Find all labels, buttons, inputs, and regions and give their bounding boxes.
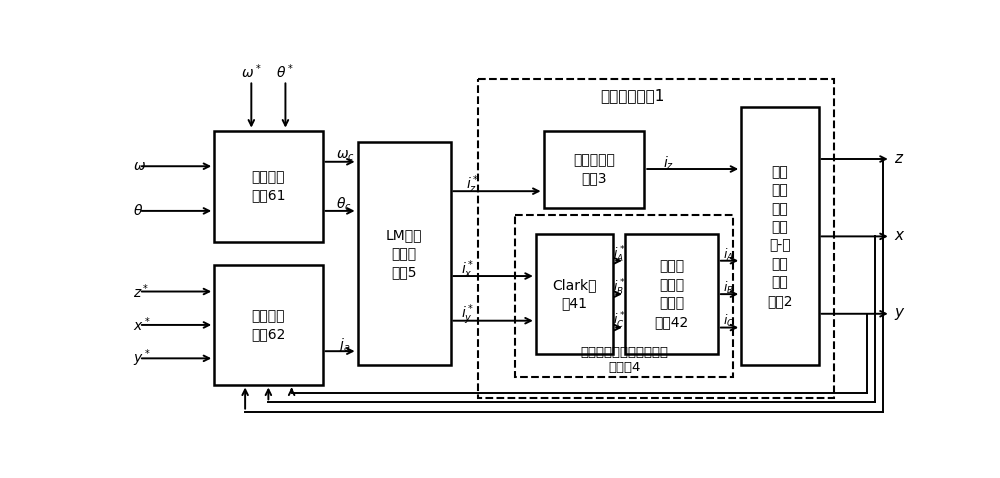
Text: $i_z$: $i_z$	[663, 154, 675, 172]
Text: $\omega_c$: $\omega_c$	[336, 148, 355, 163]
Text: $\theta_c$: $\theta_c$	[336, 196, 352, 214]
Text: 直流功率放
大器3: 直流功率放 大器3	[573, 153, 615, 185]
Bar	[544, 130, 644, 207]
Text: LM神经
网络逆
系统5: LM神经 网络逆 系统5	[386, 228, 422, 279]
Text: 动态预测
模块61: 动态预测 模块61	[251, 170, 286, 203]
Text: $i_z^*$: $i_z^*$	[466, 174, 479, 196]
Bar	[358, 142, 450, 365]
Text: $i_B^*$: $i_B^*$	[613, 278, 626, 298]
Text: $x^*$: $x^*$	[133, 315, 150, 334]
Text: $\theta^*$: $\theta^*$	[276, 62, 294, 80]
Text: $i_x^*$: $i_x^*$	[461, 259, 474, 281]
Bar	[741, 108, 819, 365]
Text: 复合被控对象1: 复合被控对象1	[600, 88, 665, 103]
Text: 电流滞
环三相
功率逆
变器42: 电流滞 环三相 功率逆 变器42	[654, 260, 688, 329]
Text: $z^*$: $z^*$	[133, 282, 149, 301]
Text: 动态预测
模块62: 动态预测 模块62	[251, 309, 286, 341]
Text: 飞轮
储能
用六
极径
向-轴
向混
合磁
轴承2: 飞轮 储能 用六 极径 向-轴 向混 合磁 轴承2	[767, 165, 793, 308]
Text: Clark变
换41: Clark变 换41	[552, 278, 597, 310]
Bar	[625, 235, 718, 354]
Text: $\omega$: $\omega$	[133, 160, 146, 173]
Text: $i_B$: $i_B$	[723, 280, 734, 296]
Text: $i_A$: $i_A$	[723, 247, 734, 262]
Text: $i_C^*$: $i_C^*$	[613, 311, 626, 331]
Text: 扩展的电流滞环三相功率
逆变器4: 扩展的电流滞环三相功率 逆变器4	[580, 346, 668, 374]
Text: $y$: $y$	[894, 306, 905, 322]
Bar	[214, 130, 323, 242]
Text: $i_C$: $i_C$	[723, 314, 735, 329]
Bar	[515, 215, 733, 377]
Text: $z$: $z$	[894, 152, 904, 166]
Bar	[536, 235, 613, 354]
Text: $j_a$: $j_a$	[338, 336, 351, 354]
Text: $\omega^*$: $\omega^*$	[241, 62, 262, 80]
Text: $x$: $x$	[894, 230, 905, 243]
Text: $i_y^*$: $i_y^*$	[461, 302, 474, 327]
Text: $i_A^*$: $i_A^*$	[613, 245, 626, 265]
Bar	[214, 265, 323, 385]
Bar	[478, 79, 834, 399]
Text: $y^*$: $y^*$	[133, 348, 150, 369]
Text: $\theta$: $\theta$	[133, 204, 143, 218]
